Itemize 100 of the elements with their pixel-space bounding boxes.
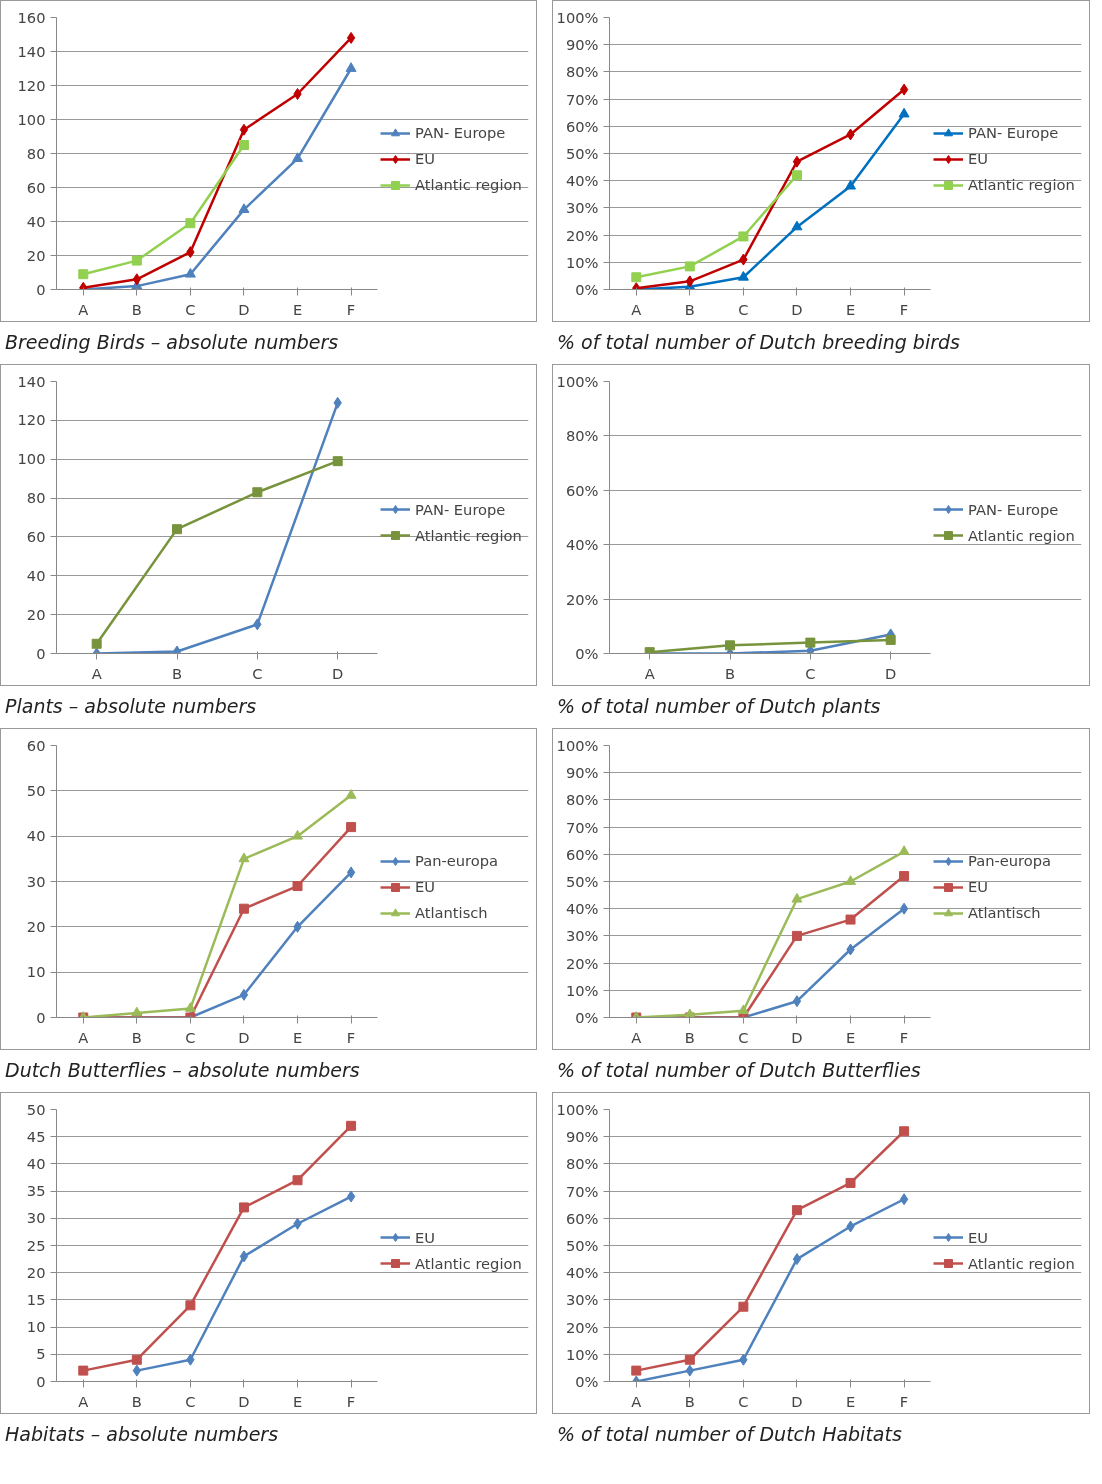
point (898, 845, 910, 855)
y-tick-label: 35 (26, 1182, 46, 1200)
x-tick-label: B (684, 1028, 695, 1046)
point (898, 107, 910, 118)
legend-label: Atlantic region (968, 526, 1075, 544)
point (252, 487, 263, 498)
point (738, 231, 749, 242)
text: % of total number of Dutch plants (557, 694, 881, 719)
y-tick-label: 0 (36, 644, 46, 662)
legend-label: Atlantisch (968, 904, 1041, 921)
x-tick-label: D (791, 1028, 803, 1046)
y-tick-label: 25 (26, 1236, 46, 1254)
x-tick-label: B (724, 664, 736, 682)
x-tick-label: C (252, 664, 263, 682)
point (684, 1354, 695, 1365)
point (899, 83, 909, 96)
x-tick-label: B (171, 664, 183, 682)
x-tick-label: D (238, 1392, 250, 1410)
x-tick-label: A (78, 300, 89, 318)
y-tick-label: 140 (17, 42, 46, 60)
point (238, 140, 249, 150)
y-tick-label: 60 (26, 178, 46, 196)
point (293, 88, 302, 100)
legend-label: Atlantic region (415, 176, 522, 193)
y-tick-label: 90% (565, 1128, 599, 1146)
y-tick-label: 80% (565, 63, 599, 81)
point (791, 170, 802, 181)
point (238, 203, 250, 213)
y-tick-label: 40% (565, 536, 599, 554)
y-tick-label: 30% (565, 1291, 599, 1309)
point (239, 123, 249, 136)
y-tick-label: 50% (565, 1237, 599, 1254)
legend-label: EU (968, 1228, 988, 1246)
y-tick-label: 60 (26, 527, 46, 545)
point (346, 31, 356, 44)
point (184, 1002, 196, 1012)
x-tick-label: F (899, 1028, 909, 1046)
y-tick-label: 40 (26, 827, 46, 845)
y-tick-label: 100 (17, 450, 46, 468)
y-tick-label: 30% (565, 927, 599, 945)
y-tick-label: 100 (17, 110, 46, 128)
text: % of total number of Dutch breeding birds (557, 330, 960, 355)
point (346, 866, 356, 879)
legend-label: EU (415, 1228, 435, 1246)
y-tick-label: 120 (17, 76, 46, 94)
y-tick-label: 45 (26, 1127, 46, 1145)
point (791, 930, 802, 941)
x-tick-label: D (791, 1392, 803, 1410)
point (292, 829, 304, 840)
y-tick-label: 0 (36, 280, 46, 298)
y-tick-label: 60% (565, 1209, 599, 1227)
y-tick-label: 20% (565, 590, 599, 608)
text: % of total number of Dutch Butterflies (557, 1058, 921, 1083)
point (132, 273, 142, 286)
x-tick-label: E (292, 1392, 303, 1410)
y-tick-label: 30 (26, 1209, 46, 1227)
y-tick-label: 100% (556, 737, 599, 754)
x-tick-label: E (845, 1392, 856, 1410)
y-tick-label: 80% (565, 791, 599, 809)
x-tick-label: C (185, 1392, 196, 1410)
x-tick-label: C (738, 1028, 749, 1046)
point (78, 1365, 89, 1376)
y-tick-label: 20 (26, 1263, 46, 1281)
point (631, 1365, 642, 1376)
point (238, 1202, 249, 1213)
point (332, 456, 343, 467)
x-tick-label: A (631, 300, 642, 318)
point (346, 822, 357, 833)
x-tick-label: C (805, 664, 816, 682)
y-tick-label: 0% (575, 281, 599, 298)
y-tick-label: 60 (26, 736, 46, 754)
legend-label: PAN- Europe (968, 124, 1059, 141)
y-tick-label: 50 (26, 1100, 46, 1118)
x-tick-label: F (346, 300, 356, 318)
point (239, 988, 249, 1001)
point (238, 903, 249, 914)
point (292, 1175, 303, 1186)
text: Habitats – absolute numbers (5, 1422, 279, 1447)
x-tick-label: D (332, 664, 344, 682)
legend-label: EU (415, 878, 435, 895)
x-tick-label: A (631, 1028, 642, 1046)
point (899, 871, 910, 882)
y-tick-label: 100% (556, 9, 599, 26)
x-tick-label: D (885, 664, 897, 682)
y-tick-label: 0% (575, 1009, 599, 1026)
x-tick-label: D (791, 300, 803, 318)
x-tick-label: D (238, 1028, 250, 1046)
y-tick-label: 0 (36, 1008, 46, 1026)
y-tick-label: 160 (17, 8, 46, 26)
x-tick-label: B (131, 1028, 142, 1046)
point (737, 270, 749, 281)
y-tick-label: 80 (26, 144, 46, 162)
y-tick-label: 5 (36, 1345, 46, 1363)
x-tick-label: C (185, 1028, 196, 1046)
y-tick-label: 10 (26, 963, 46, 981)
y-tick-label: 40% (565, 900, 599, 918)
point (737, 1004, 749, 1015)
point (792, 1253, 802, 1266)
legend-label: Pan-europa (968, 852, 1051, 869)
y-tick-label: 20% (565, 226, 599, 244)
